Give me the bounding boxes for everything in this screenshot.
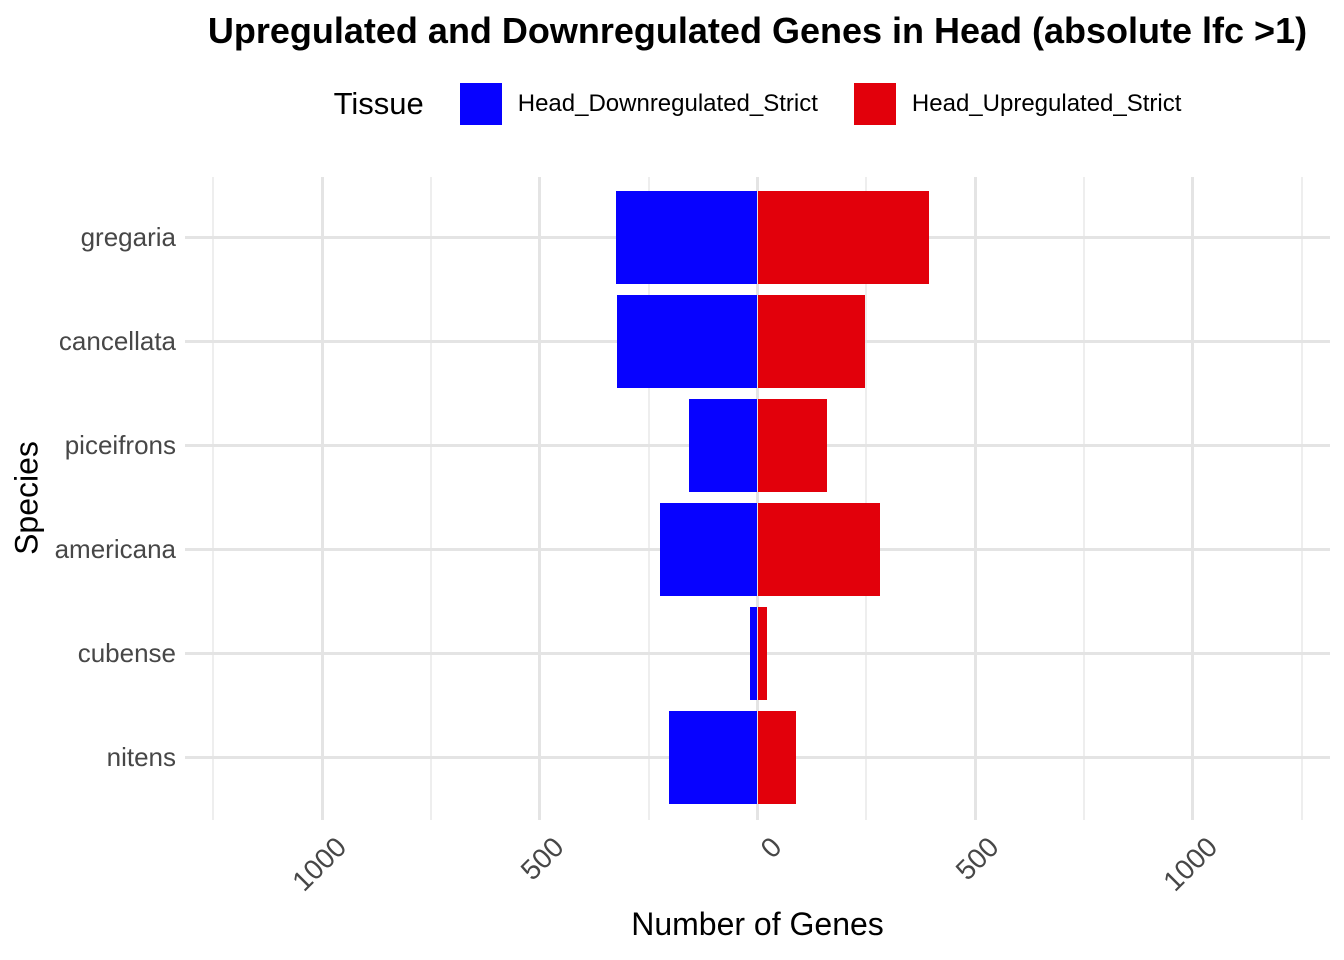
x-tick-label: 500 — [950, 831, 1006, 886]
legend-label-upregulated: Head_Upregulated_Strict — [911, 90, 1182, 117]
bar-upregulated-americana — [757, 502, 880, 596]
bar-downregulated-gregaria — [616, 190, 758, 284]
gridline-vertical-minor — [647, 177, 650, 820]
gridline-vertical-major — [973, 177, 977, 820]
bar-upregulated-gregaria — [757, 190, 930, 284]
bar-downregulated-americana — [660, 502, 758, 596]
category-label-cubense: cubense — [77, 638, 176, 669]
chart-title: Upregulated and Downregulated Genes in H… — [207, 10, 1308, 51]
gridline-vertical-minor — [1300, 177, 1303, 820]
x-tick-label: 0 — [754, 831, 788, 864]
legend: Tissue Head_Downregulated_Strict Head_Up… — [185, 78, 1330, 130]
legend-key-downregulated-swatch — [459, 83, 502, 125]
bar-upregulated-piceifrons — [757, 398, 827, 492]
plot-panel — [185, 177, 1330, 820]
category-label-americana: americana — [54, 534, 176, 565]
legend-item-downregulated: Head_Downregulated_Strict — [459, 83, 818, 125]
category-label-piceifrons: piceifrons — [64, 430, 176, 461]
bar-downregulated-nitens — [668, 710, 758, 804]
gridline-vertical-minor — [429, 177, 432, 820]
gridline-vertical-major — [538, 177, 542, 820]
gridline-vertical-minor — [212, 177, 215, 820]
gridline-vertical-major — [756, 177, 759, 820]
x-tick-label: 1000 — [286, 831, 353, 897]
legend-item-upregulated: Head_Upregulated_Strict — [853, 83, 1182, 125]
x-tick-label: 500 — [514, 831, 570, 886]
gridline-vertical-minor — [1083, 177, 1086, 820]
category-label-gregaria: gregaria — [80, 222, 176, 253]
bar-downregulated-piceifrons — [688, 398, 758, 492]
category-label-nitens: nitens — [106, 742, 176, 773]
bar-upregulated-nitens — [757, 710, 796, 804]
gridline-vertical-major — [1191, 177, 1195, 820]
bar-downregulated-cancellata — [616, 294, 758, 388]
category-label-cancellata: cancellata — [58, 326, 176, 357]
x-axis-title: Number of Genes — [631, 906, 884, 942]
bar-upregulated-cancellata — [757, 294, 866, 388]
legend-key-upregulated-swatch — [853, 83, 896, 125]
gridline-vertical-major — [320, 177, 324, 820]
legend-title: Tissue — [333, 86, 424, 121]
legend-label-downregulated: Head_Downregulated_Strict — [517, 90, 818, 117]
bar-upregulated-cubense — [757, 606, 767, 700]
x-tick-label: 1000 — [1156, 831, 1223, 897]
gridline-vertical-minor — [865, 177, 868, 820]
bar-downregulated-cubense — [750, 606, 758, 700]
